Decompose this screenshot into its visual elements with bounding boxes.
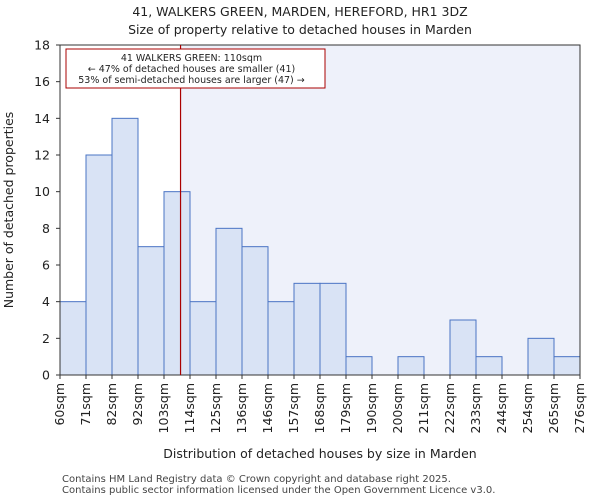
y-tick-label: 18 bbox=[34, 38, 50, 53]
x-tick-label: 125sqm bbox=[208, 383, 223, 433]
y-tick-label: 8 bbox=[42, 221, 50, 236]
x-tick-label: 82sqm bbox=[104, 383, 119, 426]
histogram-bar bbox=[215, 227, 243, 376]
histogram-bar bbox=[267, 301, 295, 376]
histogram-bar bbox=[137, 246, 165, 376]
y-tick-label: 6 bbox=[42, 258, 50, 273]
histogram-bar bbox=[319, 282, 347, 376]
x-tick-label: 222sqm bbox=[442, 383, 457, 433]
x-tick-label: 254sqm bbox=[520, 383, 535, 433]
annotation-box bbox=[65, 48, 326, 89]
y-axis-label: Number of detached properties bbox=[1, 112, 16, 309]
x-tick-label: 276sqm bbox=[572, 383, 587, 433]
x-tick-label: 114sqm bbox=[182, 383, 197, 433]
chart-subtitle: Size of property relative to detached ho… bbox=[128, 22, 472, 37]
x-tick-label: 168sqm bbox=[312, 383, 327, 433]
histogram-bar bbox=[449, 319, 477, 376]
x-tick-label: 71sqm bbox=[78, 383, 93, 426]
y-tick-label: 10 bbox=[34, 184, 50, 199]
x-tick-label: 265sqm bbox=[546, 383, 561, 433]
x-tick-label: 136sqm bbox=[234, 383, 249, 433]
x-tick-label: 244sqm bbox=[494, 383, 509, 433]
histogram-bar bbox=[475, 356, 503, 376]
y-tick-label: 2 bbox=[42, 331, 50, 346]
chart-title: 41, WALKERS GREEN, MARDEN, HEREFORD, HR1… bbox=[132, 4, 468, 19]
x-tick-label: 146sqm bbox=[260, 383, 275, 433]
histogram-bar bbox=[527, 337, 555, 376]
x-axis-label: Distribution of detached houses by size … bbox=[163, 446, 476, 461]
x-tick-label: 179sqm bbox=[338, 383, 353, 433]
footer-line-2: Contains public sector information licen… bbox=[62, 485, 496, 496]
x-tick-label: 92sqm bbox=[130, 383, 145, 426]
histogram-bar bbox=[59, 301, 87, 376]
x-tick-label: 190sqm bbox=[364, 383, 379, 433]
x-tick-label: 200sqm bbox=[390, 383, 405, 433]
x-tick-label: 103sqm bbox=[156, 383, 171, 433]
x-tick-label: 157sqm bbox=[286, 383, 301, 433]
histogram-bar bbox=[163, 191, 191, 376]
y-tick-label: 4 bbox=[42, 294, 50, 309]
annotation-line: 53% of semi-detached houses are larger (… bbox=[78, 75, 305, 86]
annotation-line: ← 47% of detached houses are smaller (41… bbox=[88, 64, 295, 75]
histogram-bar bbox=[85, 154, 113, 376]
y-tick-label: 14 bbox=[34, 111, 50, 126]
histogram-bar bbox=[553, 356, 581, 376]
histogram-bar bbox=[345, 356, 373, 376]
x-tick-label: 211sqm bbox=[416, 383, 431, 433]
footer-line-1: Contains HM Land Registry data © Crown c… bbox=[62, 474, 451, 485]
histogram-bar bbox=[189, 301, 217, 376]
histogram-bar bbox=[397, 356, 425, 376]
x-tick-label: 60sqm bbox=[52, 383, 67, 426]
histogram-bar bbox=[293, 282, 321, 376]
y-tick-label: 16 bbox=[34, 74, 50, 89]
histogram-bar bbox=[241, 246, 269, 376]
y-tick-label: 0 bbox=[42, 368, 50, 383]
histogram-bar bbox=[111, 117, 139, 376]
x-tick-label: 233sqm bbox=[468, 383, 483, 433]
y-tick-label: 12 bbox=[34, 148, 50, 163]
annotation-line: 41 WALKERS GREEN: 110sqm bbox=[121, 53, 262, 64]
